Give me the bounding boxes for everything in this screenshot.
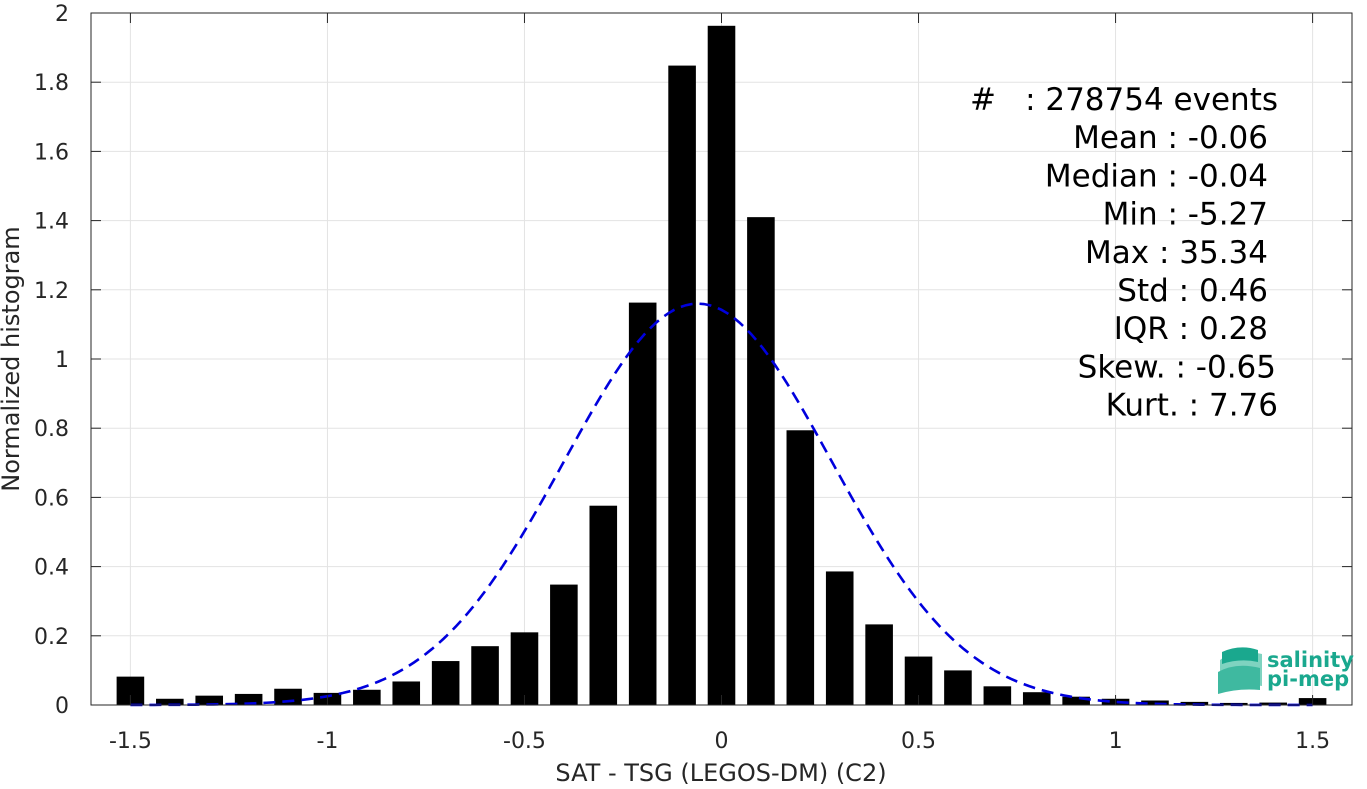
- histogram-bar-16: [747, 217, 775, 705]
- stat-label-2: Median: [1045, 158, 1168, 194]
- y-tick-label-10: 2: [55, 2, 69, 27]
- histogram-bar-18: [825, 571, 854, 705]
- stat-row-2: Median : -0.04: [1045, 158, 1268, 194]
- y-tick-label-9: 1.8: [34, 71, 69, 96]
- stat-row-7: Skew. : -0.65: [1078, 349, 1276, 385]
- histogram-bar-24: [1062, 696, 1090, 705]
- x-tick-label-5: 1: [1109, 729, 1123, 754]
- stat-row-3: Min : -5.27: [1103, 197, 1268, 233]
- stat-label-6: IQR: [1114, 311, 1179, 347]
- x-tick-label-1: -1: [316, 729, 338, 754]
- y-tick-label-3: 0.6: [34, 486, 69, 511]
- stat-row-1: Mean : -0.06: [1073, 120, 1268, 156]
- x-tick-label-6: 1.5: [1295, 729, 1330, 754]
- x-tick-label-4: 0.5: [901, 729, 936, 754]
- histogram-bar-19: [865, 624, 893, 705]
- stat-value-7: : -0.65: [1175, 349, 1276, 385]
- stat-value-5: : 0.46: [1179, 273, 1268, 309]
- y-tick-label-4: 0.8: [34, 417, 69, 442]
- y-tick-label-8: 1.6: [34, 140, 69, 165]
- x-axis-label: SAT - TSG (LEGOS-DM) (C2): [555, 759, 886, 785]
- histogram-bar-9: [471, 646, 499, 705]
- histogram-bar-7: [392, 681, 421, 705]
- histogram-bar-11: [550, 584, 578, 705]
- stat-value-4: : 35.34: [1159, 235, 1268, 271]
- histogram-bar-21: [944, 670, 972, 705]
- stat-label-3: Min: [1103, 197, 1168, 233]
- histogram-bar-12: [589, 505, 618, 705]
- y-tick-label-7: 1.4: [34, 210, 69, 235]
- stat-value-8: : 7.76: [1189, 388, 1278, 424]
- y-tick-label-5: 1: [55, 348, 69, 373]
- stat-label-5: Std: [1117, 273, 1178, 309]
- histogram-bar-4: [274, 688, 302, 705]
- histogram-bar-14: [668, 65, 696, 706]
- stat-label-7: Skew.: [1078, 349, 1176, 385]
- y-tick-label-0: 0: [55, 694, 69, 719]
- histogram-bar-10: [510, 632, 539, 705]
- histogram-bar-15: [707, 25, 736, 705]
- histogram-bar-2: [195, 695, 224, 705]
- stat-row-8: Kurt. : 7.76: [1106, 388, 1278, 424]
- y-tick-label-6: 1.2: [34, 279, 69, 304]
- stat-label-1: Mean: [1073, 120, 1167, 156]
- x-tick-label-0: -1.5: [109, 729, 152, 754]
- stat-value-1: : -0.06: [1167, 120, 1268, 156]
- logo-line-1: salinity: [1267, 648, 1354, 672]
- stat-label-4: Max: [1085, 235, 1159, 271]
- histogram-bar-22: [983, 686, 1012, 705]
- x-tick-label-2: -0.5: [503, 729, 546, 754]
- histogram-bar-23: [1022, 692, 1051, 705]
- x-tick-label-3: 0: [715, 729, 729, 754]
- histogram-bar-1: [156, 698, 184, 705]
- stat-value-0: : 278754 events: [1025, 82, 1278, 118]
- stat-value-3: : -5.27: [1167, 197, 1268, 233]
- stat-value-6: : 0.28: [1179, 311, 1268, 347]
- y-axis-label: Normalized histogram: [0, 226, 25, 491]
- stat-row-4: Max : 35.34: [1085, 235, 1268, 271]
- histogram-bar-13: [628, 302, 657, 705]
- stat-label-0: #: [970, 82, 996, 118]
- y-tick-label-2: 0.4: [34, 556, 69, 581]
- stat-row-5: Std : 0.46: [1117, 273, 1268, 309]
- axes: [90, 12, 1353, 706]
- histogram-bar-6: [353, 689, 381, 705]
- stat-row-6: IQR : 0.28: [1114, 311, 1268, 347]
- histogram-bar-17: [786, 430, 815, 705]
- logo-line-2: pi-mep: [1267, 667, 1349, 691]
- histogram-bar-8: [431, 661, 460, 705]
- histogram-bar-3: [234, 693, 263, 705]
- stat-label-8: Kurt.: [1106, 388, 1189, 424]
- stat-value-2: : -0.04: [1167, 158, 1268, 194]
- tick-labels: -1.5 -1 -0.5 0 0.5 1 1.5 0 0.2 0.4 0.6 0.8 1 1.2 1.4 1.…: [34, 2, 1330, 754]
- salinity-pi-mep-logo: salinity pi-mep: [1218, 647, 1354, 694]
- logo-waves-icon: [1218, 647, 1262, 694]
- y-tick-label-1: 0.2: [34, 625, 69, 650]
